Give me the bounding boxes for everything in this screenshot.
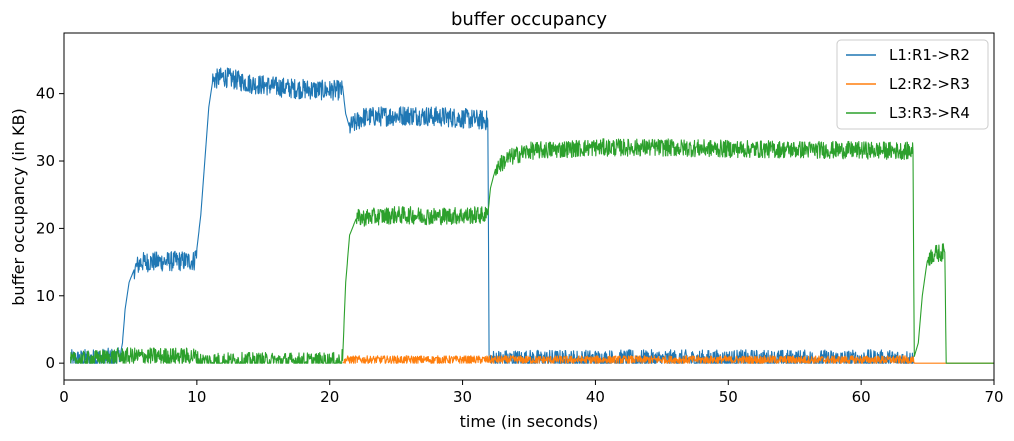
series-line-3 xyxy=(70,138,995,364)
y-axis-label: buffer occupancy (in KB) xyxy=(9,108,28,305)
x-axis: 0 10 20 30 40 50 60 70 xyxy=(59,380,1004,406)
series-line-1 xyxy=(70,67,915,364)
x-tick-label: 50 xyxy=(719,388,738,406)
legend-label-2: L2:R2->R3 xyxy=(889,75,970,93)
y-tick-label: 0 xyxy=(45,354,55,372)
series-layer xyxy=(70,67,995,364)
series-line-2 xyxy=(342,355,995,364)
x-tick-label: 60 xyxy=(852,388,871,406)
legend-label-1: L1:R1->R2 xyxy=(889,46,970,64)
y-tick-label: 20 xyxy=(36,219,55,237)
x-tick-label: 70 xyxy=(984,388,1003,406)
legend-box xyxy=(836,39,989,130)
plot-frame xyxy=(63,32,995,381)
x-tick-label: 10 xyxy=(187,388,206,406)
x-axis-label: time (in seconds) xyxy=(460,412,599,431)
legend-label-3: L3:R3->R4 xyxy=(889,104,970,122)
x-tick-label: 20 xyxy=(320,388,339,406)
legend: L1:R1->R2 L2:R2->R3 L3:R3->R4 xyxy=(836,39,989,130)
y-axis: 0 10 20 30 40 xyxy=(36,85,64,372)
x-tick-label: 40 xyxy=(586,388,605,406)
x-tick-label: 30 xyxy=(453,388,472,406)
y-tick-label: 30 xyxy=(36,152,55,170)
chart-title: buffer occupancy xyxy=(451,9,607,30)
y-tick-label: 40 xyxy=(36,85,55,103)
y-tick-label: 10 xyxy=(36,287,55,305)
x-tick-label: 0 xyxy=(59,388,69,406)
